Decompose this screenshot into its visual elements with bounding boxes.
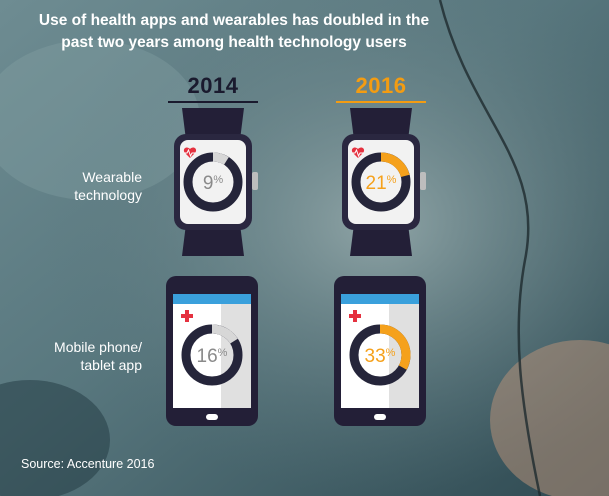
value-label-phone-2014: 16% (197, 346, 228, 367)
source-note: Source: Accenture 2016 (21, 457, 155, 471)
heart-icon (183, 147, 197, 158)
row-label-wearable: Wearable technology (22, 168, 142, 204)
chart-title: Use of health apps and wearables has dou… (14, 10, 454, 54)
phone-2016: 33% (334, 276, 426, 426)
title-line-1: Use of health apps and wearables has dou… (38, 12, 430, 29)
phone-2014: 16% (166, 276, 258, 426)
watch-2014: 9% (174, 108, 258, 256)
medical-cross-icon (349, 310, 361, 322)
heart-icon (351, 147, 365, 158)
watch-2016: 21% (342, 108, 426, 256)
value-label-watch-2014: 9% (203, 173, 224, 194)
donut-arc-phone-2016 (349, 324, 411, 386)
donut-phone-2016 (349, 324, 411, 386)
value-label-watch-2016: 21% (366, 173, 397, 194)
donut-arc-phone-2014 (181, 324, 243, 386)
home-button (374, 414, 386, 420)
year-label-2014: 2014 (168, 73, 258, 103)
year-label-2016: 2016 (336, 73, 426, 103)
row-label-mobile: Mobile phone/ tablet app (22, 338, 142, 374)
row-label-wearable-line2: technology (74, 187, 142, 203)
donut-watch-2016 (351, 152, 411, 212)
donut-arc-watch-2014 (183, 152, 243, 212)
row-label-wearable-line1: Wearable (82, 169, 142, 185)
row-label-mobile-line1: Mobile phone/ (54, 339, 142, 355)
home-button (206, 414, 218, 420)
value-label-phone-2016: 33% (365, 346, 396, 367)
title-line-2: past two years among health technology u… (61, 34, 407, 51)
donut-watch-2014 (183, 152, 243, 212)
row-label-mobile-line2: tablet app (80, 357, 143, 373)
donut-arc-watch-2016 (351, 152, 411, 212)
donut-phone-2014 (181, 324, 243, 386)
medical-cross-icon (181, 310, 193, 322)
